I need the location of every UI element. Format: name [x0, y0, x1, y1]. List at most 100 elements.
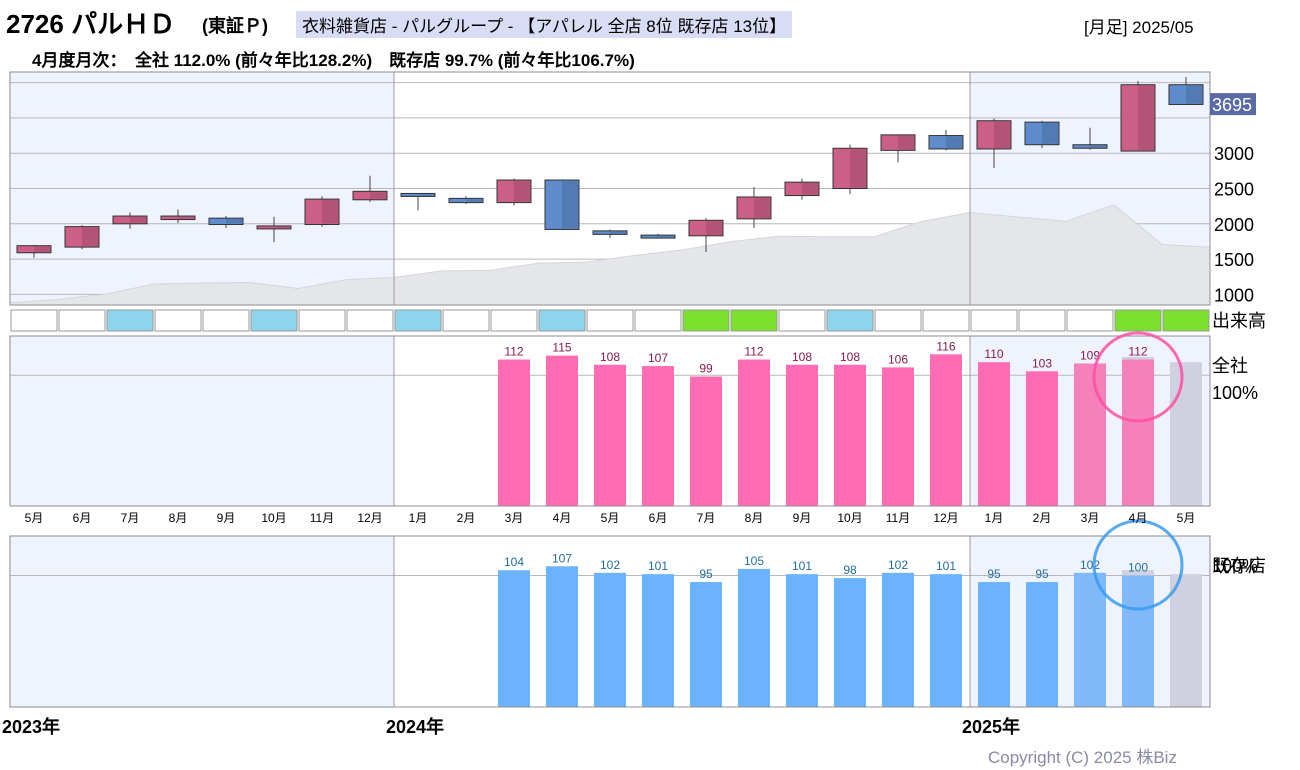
candle-body: [592, 230, 628, 235]
month-label: 12月: [357, 511, 382, 525]
existing-store-bar: [738, 568, 770, 707]
candle-shading: [658, 236, 674, 238]
candle-shading: [82, 227, 98, 247]
candle-body: [976, 120, 1012, 150]
all-store-value-label: 99: [699, 362, 713, 376]
month-label: 4月: [1129, 511, 1148, 525]
all-store-value-label: 108: [600, 350, 620, 364]
price-tick-label: 1500: [1214, 250, 1254, 270]
price-tick-label: 2500: [1214, 180, 1254, 200]
month-label: 7月: [697, 511, 716, 525]
candle-shading: [418, 194, 434, 196]
all-store-bar: [834, 364, 866, 506]
volume-strip-label: 出来高: [1212, 311, 1266, 331]
candle-body: [928, 135, 964, 150]
all-store-value-label: 109: [1080, 348, 1100, 362]
price-tick-label: 2000: [1214, 215, 1254, 235]
all-store-value-label: 115: [552, 341, 571, 355]
existing-store-value-label: 101: [648, 559, 668, 573]
panel-frames: [9, 71, 1211, 708]
volume-cell: [538, 309, 586, 332]
price-tick-label: 1000: [1214, 285, 1254, 305]
volume-cell: [922, 309, 970, 332]
last-price-label: 3695: [1212, 95, 1252, 115]
month-label: 10月: [261, 511, 286, 525]
candle-body: [1072, 144, 1108, 149]
candle-shading: [946, 136, 962, 148]
candle-shading: [514, 181, 530, 202]
candle-shading: [322, 200, 338, 224]
all-store-bar: [1122, 359, 1154, 506]
volume-cell: [634, 309, 682, 332]
volume-cell: [10, 309, 58, 332]
panel-frame: [9, 71, 1211, 306]
all-store-value-label: 108: [792, 350, 812, 364]
volume-cell: [298, 309, 346, 332]
existing-store-bar: [642, 574, 674, 707]
volume-area-shape: [9, 204, 1211, 306]
all-store-value-label: 112: [504, 345, 523, 359]
all-store-bar: [978, 362, 1010, 506]
existing-store-bar: [690, 582, 722, 707]
existing-store-value-label: 98: [843, 563, 857, 577]
shade-region: [10, 536, 394, 707]
volume-cell: [154, 309, 202, 332]
existing-store-value-label: 102: [600, 558, 620, 572]
all-store-bar: [690, 376, 722, 506]
candle-shading: [802, 183, 818, 195]
panel-frame: [9, 535, 1211, 708]
price-tick-label: 3000: [1214, 144, 1254, 164]
existing-store-value-label: 95: [987, 567, 1001, 581]
volume-cell: [394, 309, 442, 332]
all-store-bar: [930, 354, 962, 506]
all-store-bar: [594, 364, 626, 506]
candle-body: [688, 219, 724, 237]
volume-cell: [778, 309, 826, 332]
candle-body: [16, 245, 52, 254]
volume-cell: [730, 309, 778, 332]
all-store-value-label: 103: [1032, 356, 1052, 370]
existing-store-bar: [1074, 572, 1106, 707]
existing-store-bar: [882, 572, 914, 707]
highlight-circle-existing: [1092, 519, 1184, 611]
existing-store-prev-bar: [1170, 574, 1202, 707]
all-store-label: 全社: [1212, 356, 1248, 376]
volume-cell: [1162, 309, 1210, 332]
existing-store-value-label: 102: [1080, 558, 1100, 572]
shade-region: [10, 336, 394, 506]
candle-body: [880, 134, 916, 151]
volume-cell: [682, 309, 730, 332]
existing-store-value-label: 107: [552, 551, 572, 565]
candle-shading: [1090, 145, 1106, 148]
candle-body: [304, 198, 340, 226]
candle-shading: [370, 192, 386, 199]
month-label: 6月: [649, 511, 668, 525]
all-store-value-label: 108: [840, 350, 860, 364]
candle-shading: [754, 197, 770, 218]
all-store-value-label: 112: [1128, 345, 1147, 359]
candle-body: [784, 181, 820, 197]
month-label: 2月: [1033, 511, 1052, 525]
candle-body: [160, 215, 196, 221]
all-store-bars: 112 115 108 107 99 112 108 108 106 116 110 103 109 11…: [498, 339, 1202, 506]
existing-store-value-label: 105: [744, 554, 764, 568]
month-label: 1月: [409, 511, 428, 525]
month-label: 7月: [121, 511, 140, 525]
period-label: [月足] 2025/05: [1084, 18, 1194, 37]
existing-store-bar: [930, 574, 962, 707]
year-label: 2024年: [386, 716, 444, 737]
volume-area: [9, 204, 1211, 306]
year-label: 2025年: [962, 716, 1020, 737]
month-label: 8月: [745, 511, 764, 525]
month-label: 9月: [793, 511, 812, 525]
candle-shading: [706, 221, 722, 235]
candle-shading: [34, 246, 50, 252]
volume-cell: [58, 309, 106, 332]
candle-shading: [562, 181, 578, 229]
candle-shading: [466, 199, 482, 202]
all-store-bar: [882, 367, 914, 506]
volume-cell: [1018, 309, 1066, 332]
all-store-bar: [498, 359, 530, 506]
month-label: 3月: [505, 511, 524, 525]
